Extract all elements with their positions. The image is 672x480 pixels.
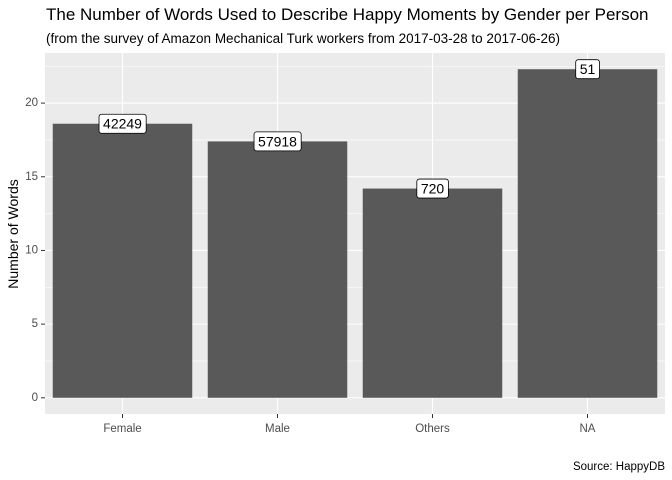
x-tick-label: Female — [103, 423, 141, 435]
chart-subtitle: (from the survey of Amazon Mechanical Tu… — [46, 31, 560, 46]
y-tick-label: 0 — [32, 392, 38, 404]
data-label-female: 42249 — [98, 113, 147, 134]
bar-female — [52, 123, 193, 398]
data-label-box — [416, 178, 449, 199]
chart-caption: Source: HappyDB — [573, 461, 665, 473]
chart-title: The Number of Words Used to Describe Hap… — [46, 5, 649, 24]
data-label-male: 57918 — [253, 131, 302, 152]
x-tick-label: NA — [580, 423, 596, 435]
y-axis-title: Number of Words — [5, 179, 21, 288]
bar-male — [207, 141, 348, 398]
bars — [52, 69, 658, 398]
data-label-others: 720 — [416, 178, 449, 199]
data-label-box — [575, 59, 600, 80]
y-tick-label: 20 — [25, 97, 38, 109]
y-tick-label: 5 — [32, 318, 38, 330]
y-tick-label: 15 — [25, 171, 38, 183]
data-label-box — [98, 113, 147, 134]
data-label-text: 720 — [421, 181, 445, 197]
y-axis: 0 5 10 15 20 — [25, 97, 45, 404]
data-labels: 42249 57918 720 51 — [98, 59, 600, 199]
y-tick-label: 10 — [25, 244, 38, 256]
x-tick-label: Others — [415, 423, 450, 435]
data-label-box — [253, 131, 302, 152]
bar-others — [362, 188, 503, 398]
data-label-na: 51 — [575, 59, 600, 80]
data-label-text: 57918 — [258, 133, 297, 149]
x-axis: Female Male Others NA — [103, 414, 596, 435]
x-tick-label: Male — [265, 423, 290, 435]
data-label-text: 42249 — [103, 116, 142, 132]
data-label-text: 51 — [580, 61, 596, 77]
bar-na — [517, 69, 658, 398]
